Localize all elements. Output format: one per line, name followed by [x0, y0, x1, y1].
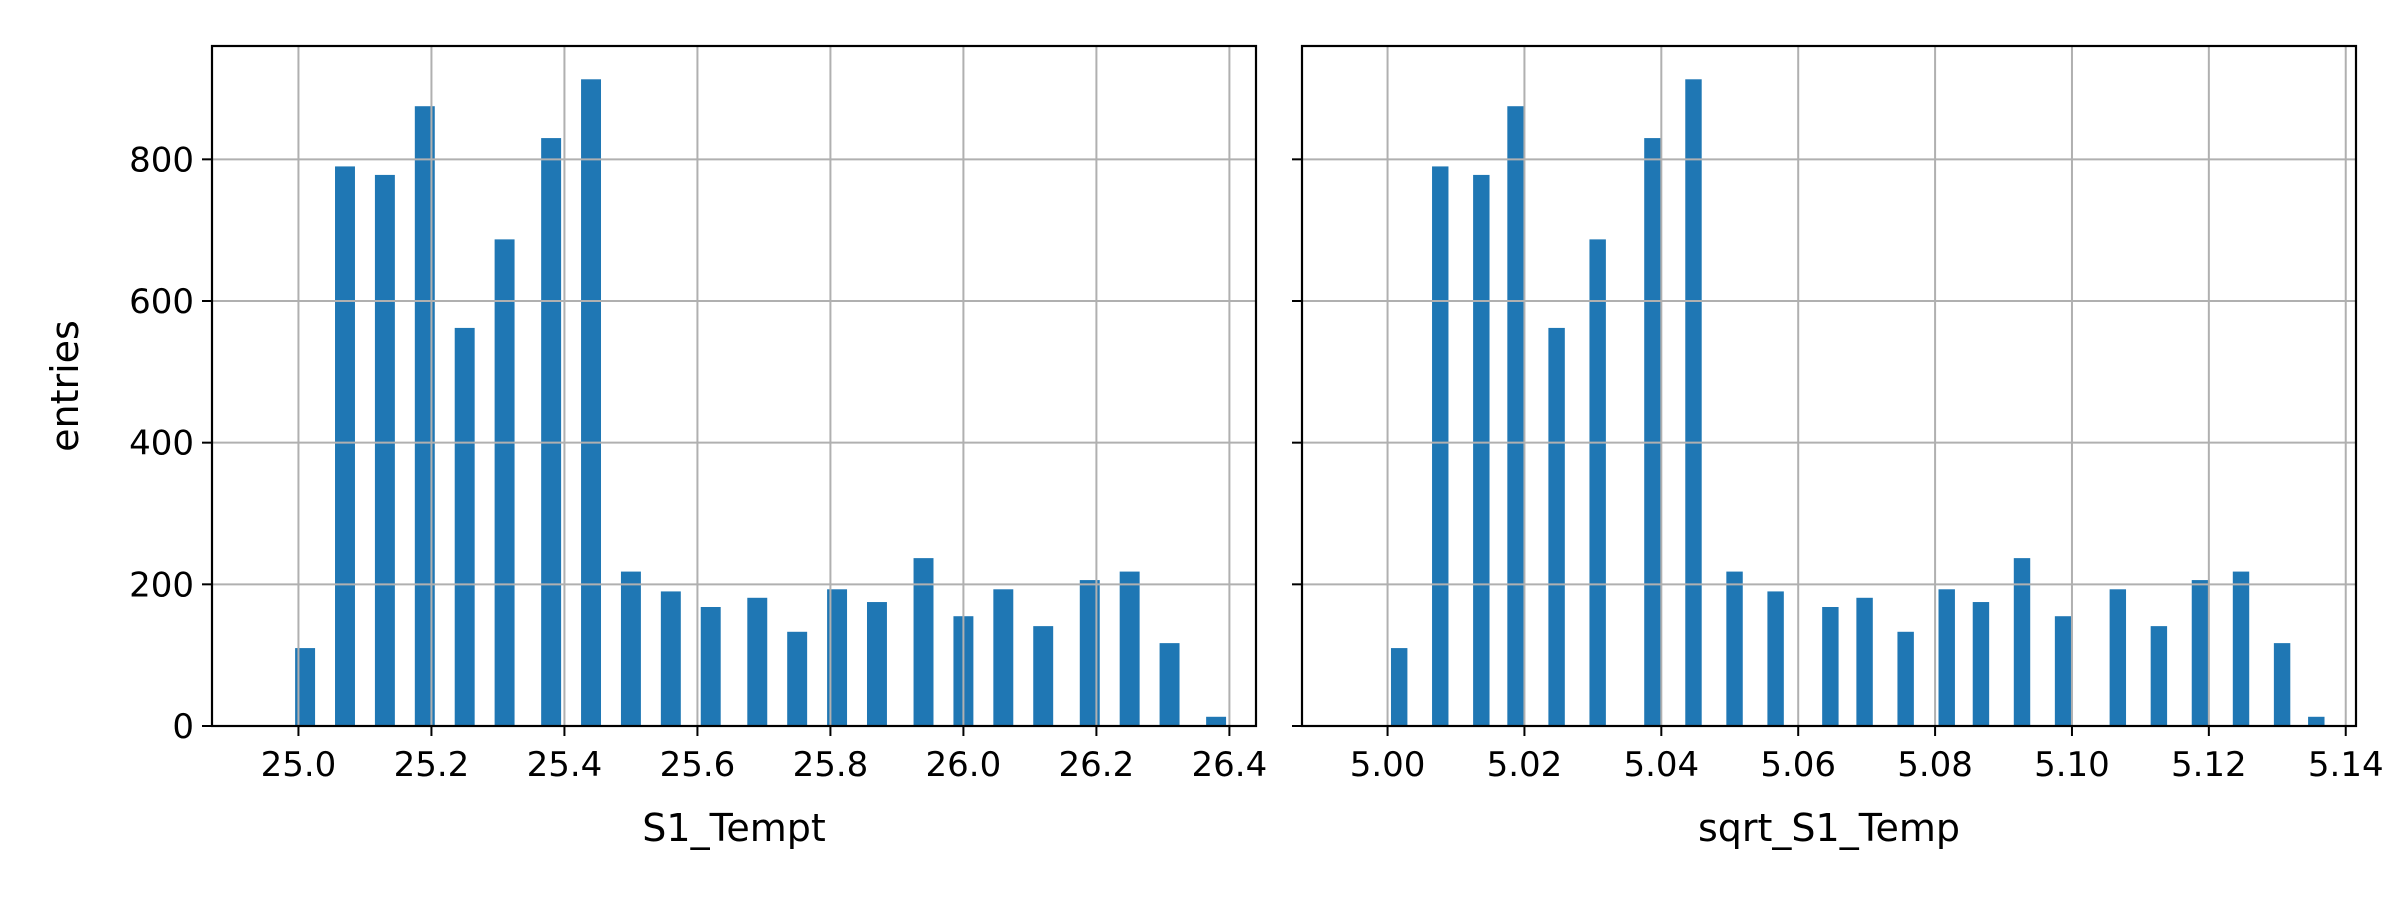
right-x-tick-label: 5.10	[2034, 745, 2110, 785]
left-bar	[374, 174, 395, 726]
right-bar	[2308, 716, 2325, 726]
right-bar	[2273, 643, 2291, 726]
left-bar	[1206, 716, 1227, 726]
right-bar	[2013, 558, 2031, 726]
left-bar	[747, 597, 768, 726]
left-x-tick-label: 25.0	[261, 745, 337, 785]
right-histogram-panel: 5.00 5.02 5.04 5.06 5.08 5.10 5.12 5.14 sqrt_S1_…	[1292, 44, 2384, 850]
left-axes-frame	[210, 44, 1258, 728]
left-x-ticks: 25.0 25.2 25.4 25.6 25.8 26.0 26.2 26.4	[261, 726, 1268, 785]
right-x-tick-label: 5.12	[2171, 745, 2247, 785]
left-bar	[913, 558, 934, 726]
right-bar	[1507, 106, 1524, 726]
left-y-tick-label: 800	[129, 140, 194, 180]
right-x-tick-label: 5.06	[1760, 745, 1836, 785]
right-x-tick-label: 5.04	[1623, 745, 1699, 785]
left-x-tick-label: 25.8	[793, 745, 869, 785]
right-bar	[1685, 79, 1702, 726]
left-bar	[787, 631, 808, 726]
right-x-tick-label: 5.00	[1350, 745, 1426, 785]
right-bar	[2191, 580, 2209, 726]
left-x-tick-label: 26.2	[1059, 745, 1135, 785]
left-x-tick-label: 26.0	[926, 745, 1002, 785]
left-y-tick-label: 400	[129, 424, 194, 464]
left-bar	[660, 591, 681, 726]
right-bar	[1473, 174, 1490, 726]
right-bar	[1897, 631, 1914, 726]
right-bar	[1972, 602, 1990, 726]
right-x-ticks: 5.00 5.02 5.04 5.06 5.08 5.10 5.12 5.14	[1350, 726, 2384, 785]
left-y-tick-label: 0	[172, 707, 194, 747]
right-bar	[1548, 327, 1565, 726]
left-x-tick-label: 26.4	[1192, 745, 1268, 785]
left-y-tick-label: 200	[129, 565, 194, 605]
right-bar	[2150, 626, 2168, 726]
left-bar	[620, 571, 641, 726]
right-bar	[1822, 607, 1839, 726]
right-x-tick-label: 5.14	[2308, 745, 2384, 785]
left-bar	[494, 239, 515, 726]
left-bar	[1033, 626, 1054, 726]
right-bar	[2054, 616, 2072, 726]
right-bar	[1856, 597, 1873, 726]
right-bar	[2232, 571, 2250, 726]
right-x-axis-label: sqrt_S1_Temp	[1698, 806, 1960, 850]
left-bar	[1079, 580, 1100, 726]
left-bar	[541, 138, 562, 726]
left-bar	[414, 106, 435, 726]
right-bar	[1432, 166, 1449, 726]
right-bar	[1390, 648, 1408, 726]
left-bar	[1119, 571, 1140, 726]
left-x-tick-label: 25.4	[527, 745, 603, 785]
left-bar	[335, 166, 355, 726]
right-bars	[1390, 79, 2325, 726]
left-bars	[295, 79, 1227, 726]
right-bar	[1589, 239, 1606, 726]
right-x-tick-label: 5.02	[1487, 745, 1563, 785]
left-bar	[581, 79, 602, 726]
left-y-ticks: 0 200 400 600 800	[129, 140, 212, 747]
left-x-tick-label: 25.6	[660, 745, 736, 785]
left-bar	[1159, 643, 1180, 726]
left-y-axis-label: entries	[43, 320, 87, 452]
left-bar	[295, 648, 316, 726]
left-x-tick-label: 25.2	[394, 745, 470, 785]
left-bar	[827, 589, 848, 726]
right-x-tick-label: 5.08	[1897, 745, 1973, 785]
left-bar	[454, 327, 475, 726]
right-bar	[1644, 138, 1661, 726]
left-bar	[866, 602, 887, 726]
right-bar	[1938, 589, 1955, 726]
right-grid	[1302, 46, 2356, 727]
right-bar	[1726, 571, 1743, 726]
left-y-tick-label: 600	[129, 282, 194, 322]
right-y-ticks	[1292, 158, 1302, 727]
right-bar	[1767, 591, 1784, 726]
right-axes-frame	[1300, 44, 2358, 728]
left-bar	[700, 607, 721, 726]
left-bar	[993, 589, 1014, 726]
right-bar	[2109, 589, 2127, 726]
left-histogram-panel: 25.0 25.2 25.4 25.6 25.8 26.0 26.2 26.4 0 200 400 6…	[43, 44, 1268, 850]
left-x-axis-label: S1_Tempt	[642, 806, 825, 850]
